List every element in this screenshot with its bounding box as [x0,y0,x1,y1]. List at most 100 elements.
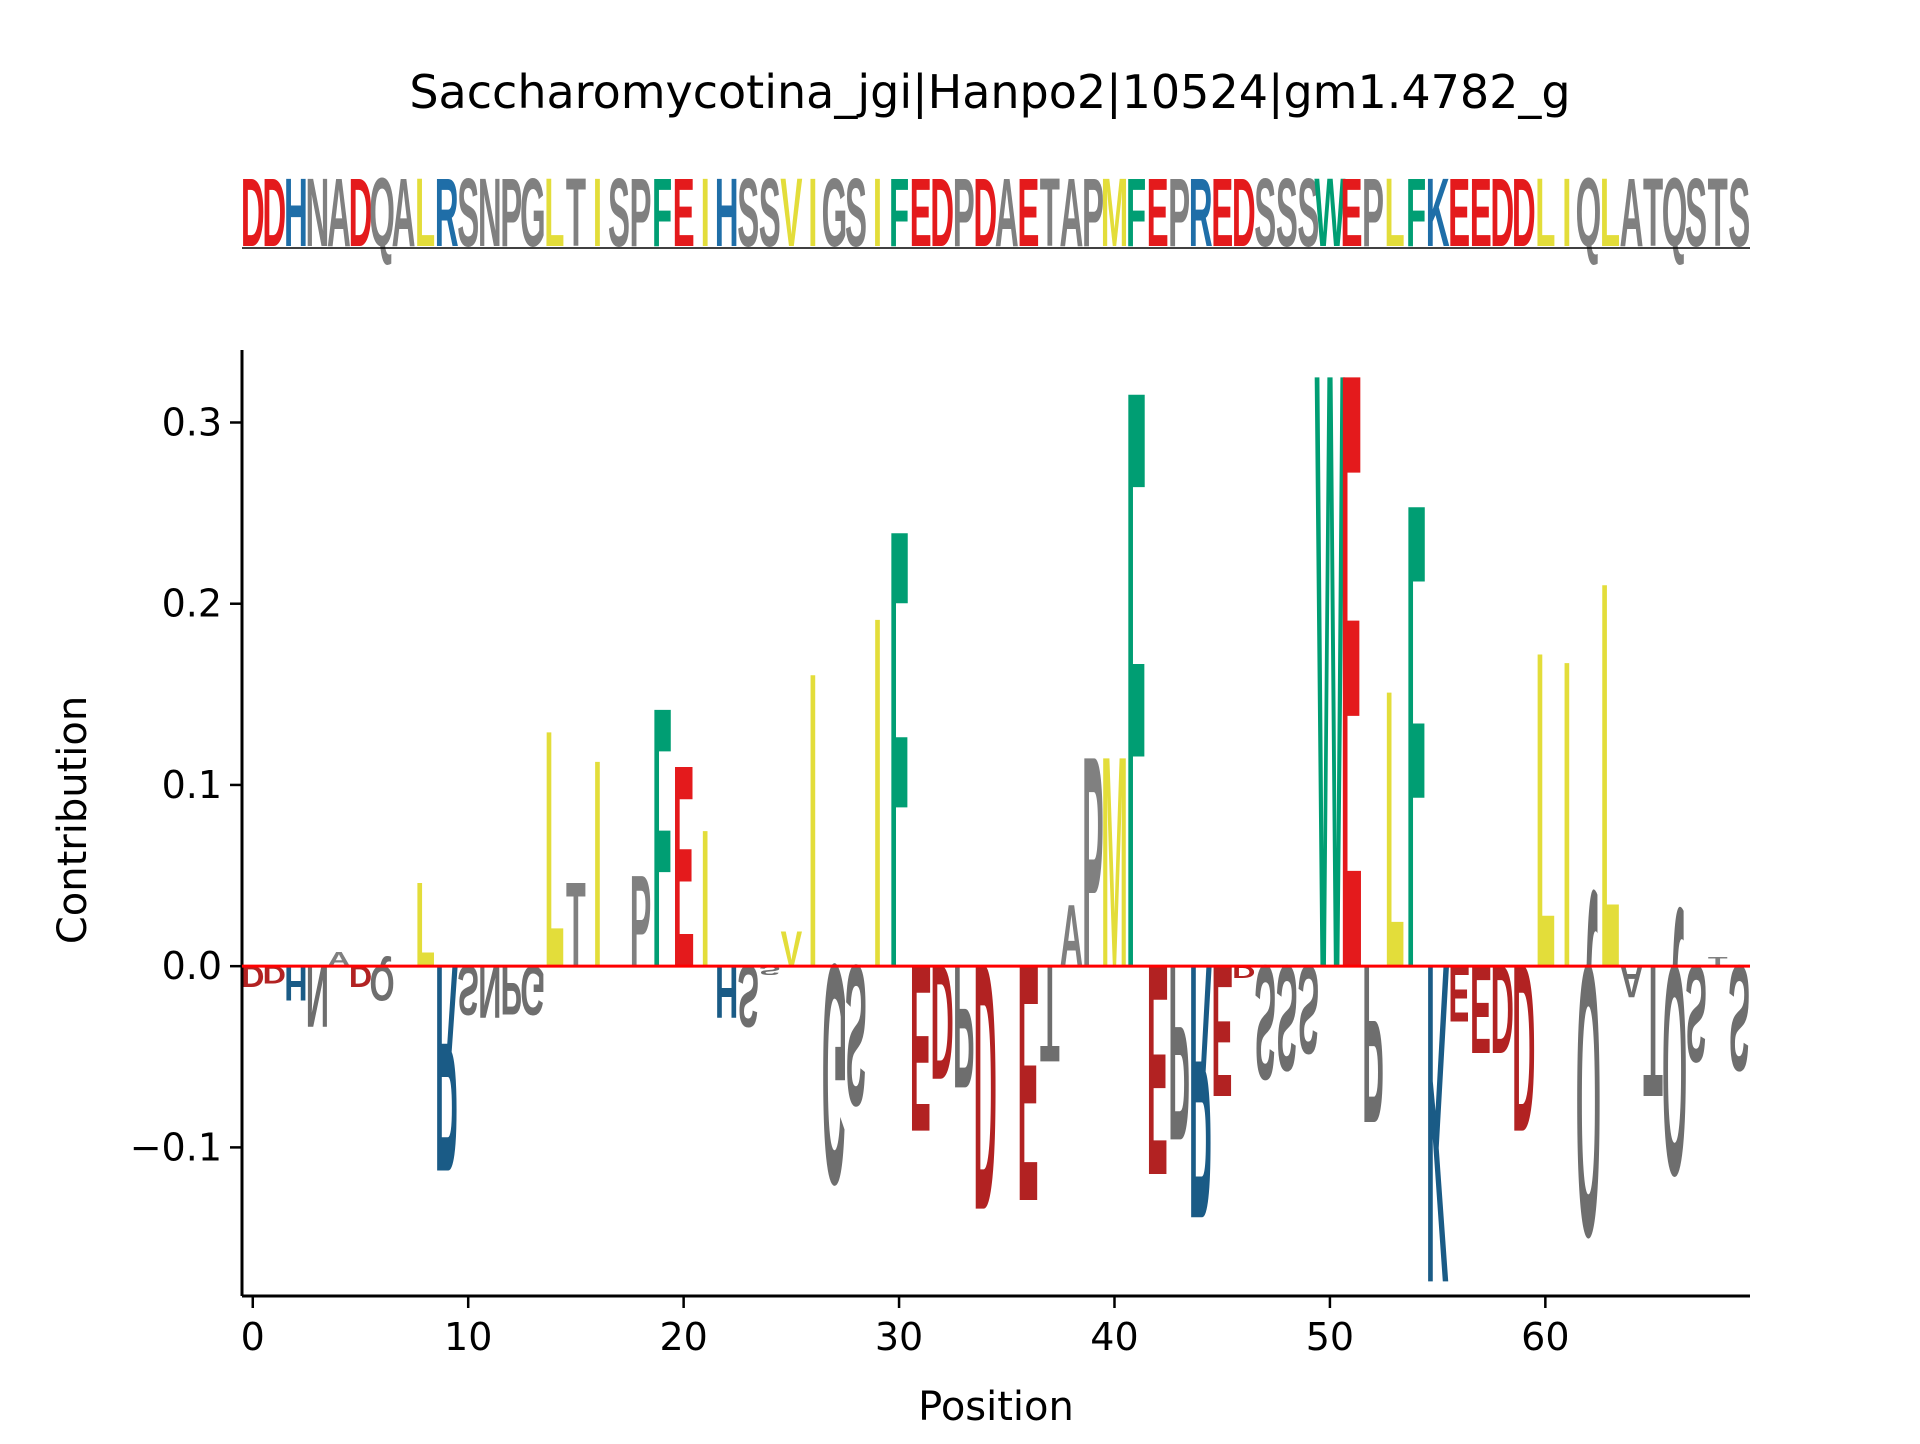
x-tick-label: 40 [1090,1315,1138,1359]
x-tick-label: 10 [444,1315,492,1359]
contribution-letter: D [1512,914,1535,1180]
contribution-letter: S [1728,933,1750,1102]
contribution-letter: Q [1576,883,1601,1320]
sequence-letter: S [1728,159,1750,267]
contribution-letter: T [566,857,586,992]
contribution-letter: N [306,946,329,1044]
contribution-letter: A [1620,956,1643,1007]
contribution-letter: E [1147,901,1169,1238]
contribution-letter: D [241,959,264,993]
contribution-letter: K [1426,869,1449,1381]
contribution-letter: Q [1662,901,1687,1238]
sequence-letter: D [349,159,373,267]
contribution-letter: L [1535,557,1555,1063]
sequence-letter: E [1340,159,1362,267]
sequence-letter: W [1314,159,1345,267]
contribution-letter: S [1276,933,1298,1102]
sequence-letter: A [1059,159,1083,267]
sequence-letter: L [1384,159,1404,267]
sequence-letter: S [845,159,867,267]
sequence-letter: S [457,159,479,267]
x-tick-label: 30 [875,1315,923,1359]
sequence-letter: P [500,159,522,267]
sequence-letter: E [1448,159,1470,267]
sequence-letter: F [652,159,672,267]
sequence-letter: A [392,159,416,267]
contribution-letter: S [1255,931,1277,1114]
contribution-letter: I [593,698,602,1030]
sequence-letter: F [889,159,909,267]
y-tick-label: −0.1 [130,1125,222,1169]
contribution-letter: S [1298,939,1320,1079]
contribution-letter: S [737,946,759,1044]
sequence-letter: D [1232,159,1256,267]
contribution-letter: A [1060,888,1083,986]
sequence-letter: P [1362,159,1384,267]
sequence-letter: N [478,159,502,267]
contribution-letter: D [263,960,286,988]
contribution-letter: E [1470,939,1492,1079]
sequence-letter: L [544,159,564,267]
contribution-letter: S [845,923,867,1149]
sequence-letter: D [1512,159,1536,267]
sequence-letter: L [1600,159,1620,267]
y-axis-label: Contribution [50,696,96,944]
contribution-letter: M [1101,693,1128,1030]
contribution-letter: F [652,631,672,1047]
sequence-letter: I [593,159,602,267]
chart-title: Saccharomycotina_jgi|Hanpo2|10524|gm1.47… [409,65,1570,120]
contribution-letter: R [435,903,458,1235]
sequence-letter: M [1101,159,1128,267]
sequence-letter: I [808,159,817,267]
sequence-letter: P [953,159,975,267]
sequence-letter: D [241,159,265,267]
contribution-letter: I [1562,568,1571,1060]
contribution-letter: S [457,951,479,1031]
contribution-letter: T [1040,936,1060,1090]
sequence-letter: S [737,159,759,267]
contribution-letter: G [822,899,847,1249]
y-tick-label: 0.1 [162,763,222,807]
sequence-letter: A [995,159,1019,267]
sequence-letter: L [1535,159,1555,267]
contribution-letter: R [1189,889,1212,1298]
sequence-letter: A [1620,159,1644,267]
contribution-letter: H [715,949,738,1034]
contribution-letter: G [520,951,545,1031]
sequence-letter: T [566,159,586,267]
y-tick-label: 0.0 [162,944,222,988]
sequence-letter: F [1126,159,1146,267]
sequence-letter: S [608,159,630,267]
sequence-letter: S [1685,159,1707,267]
contribution-letter: P [501,951,523,1031]
contribution-letter: E [673,705,695,1028]
contribution-letter: E [1448,948,1470,1039]
sequence-letter: G [520,159,546,267]
x-tick-label: 50 [1306,1315,1354,1359]
x-tick-label: 20 [659,1315,707,1359]
sequence-letter: E [1470,159,1492,267]
contribution-letter: E [1341,193,1363,1148]
sequence-letter: R [1189,159,1213,267]
contribution-letter: H [284,955,307,1011]
sequence-letter: E [1211,159,1233,267]
sequence-letter: T [1643,159,1663,267]
contribution-letter: L [1600,466,1620,1084]
contribution-letter: E [910,914,932,1180]
sequence-letter: P [1168,159,1190,267]
sequence-letter: D [930,159,954,267]
contribution-letter: D [930,931,953,1114]
sequence-letter: H [715,159,739,267]
contribution-letter: F [1126,214,1146,1142]
sequence-letter: T [1040,159,1060,267]
contribution-letter: P [1082,693,1104,1030]
contribution-letter: E [1211,926,1233,1138]
x-tick-label: 60 [1521,1315,1569,1359]
sequence-letter: G [822,159,848,267]
sequence-letter: P [1082,159,1104,267]
sequence-letter: D [973,159,997,267]
x-tick-label: 0 [241,1315,265,1359]
